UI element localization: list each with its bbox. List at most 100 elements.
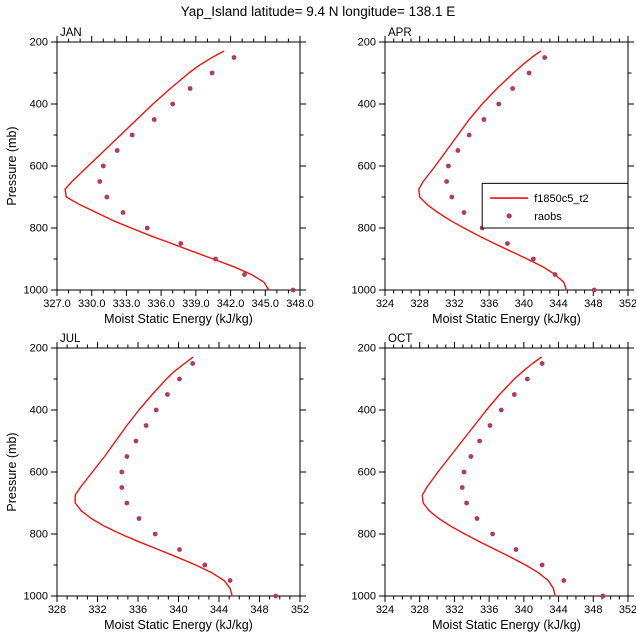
obs-dot [290, 287, 296, 293]
panels-group: 327.0 330.0 333.0 336.0 339.0 342.0 345.0 348.0… [5, 27, 636, 632]
x-tick-label: 332 [445, 604, 463, 616]
x-axis-labels: 328 332 336 340 344 348 352 [48, 604, 309, 616]
obs-dot [119, 469, 125, 475]
x-tick-label: 340 [169, 604, 187, 616]
model-line [74, 356, 233, 597]
y-tick-label: 1000 [24, 285, 48, 297]
model-line [421, 356, 556, 597]
x-axis-labels: 324 328 332 336 340 344 348 352 [376, 604, 636, 616]
y-tick-label: 200 [358, 343, 376, 355]
obs-dots [97, 55, 296, 293]
y-tick-label: 200 [30, 37, 48, 49]
obs-dot [505, 241, 510, 246]
x-tick-label: 348 [584, 298, 602, 310]
model-line [418, 50, 568, 291]
x-tick-label: 339.0 [182, 298, 210, 310]
x-tick-label: 333.0 [113, 298, 141, 310]
y-tick-label: 1000 [24, 591, 48, 603]
obs-dot [153, 407, 159, 413]
x-axis-labels: 324 328 332 336 340 344 348 352 [376, 298, 636, 310]
axis-ticks [379, 36, 634, 296]
x-tick-label: 327.0 [43, 298, 71, 310]
obs-dot [552, 272, 558, 277]
obs-dot [459, 485, 465, 490]
obs-dot [213, 256, 218, 262]
panel-oct: 324 328 332 336 340 344 348 352 200 400 600 800 1000… [352, 333, 636, 632]
obs-dot [177, 376, 182, 382]
obs-dot [242, 272, 247, 277]
legend-label-obs: raobs [534, 211, 562, 223]
obs-dots [459, 361, 606, 599]
panel-label: APR [388, 27, 412, 39]
y-tick-label: 600 [358, 161, 376, 173]
obs-dot [524, 376, 530, 382]
x-tick-label: 344 [549, 298, 567, 310]
obs-dot [152, 531, 158, 537]
panel-jan: 327.0 330.0 333.0 336.0 339.0 342.0 345.0 348.0… [5, 27, 314, 326]
plot-frame [56, 347, 301, 597]
obs-dot [273, 593, 279, 599]
x-tick-label: 352 [619, 604, 636, 616]
x-tick-label: 324 [376, 604, 394, 616]
obs-dot [481, 117, 487, 122]
y-tick-label: 1000 [352, 591, 376, 603]
obs-dot [539, 562, 545, 568]
x-tick-label: 348 [584, 604, 602, 616]
obs-dot [526, 70, 532, 76]
y-tick-label: 800 [358, 223, 376, 235]
obs-dot [100, 163, 106, 169]
obs-dot [124, 500, 130, 506]
obs-dot [187, 86, 193, 91]
x-axis-title: Moist Static Energy (kJ/kg) [104, 312, 253, 326]
y-axis-title: Pressure (mb) [5, 126, 19, 205]
y-tick-label: 400 [358, 405, 376, 417]
obs-dot [202, 562, 208, 568]
obs-dot [539, 361, 545, 366]
x-tick-label: 336 [129, 604, 147, 616]
obs-dot [151, 117, 157, 122]
y-tick-label: 600 [30, 161, 48, 173]
obs-dot [461, 469, 467, 475]
y-tick-label: 800 [30, 529, 48, 541]
x-tick-label: 324 [376, 298, 394, 310]
y-axis-title: Pressure (mb) [5, 432, 19, 511]
panel-label: OCT [388, 333, 412, 345]
obs-dot [542, 55, 548, 60]
obs-dot [455, 148, 461, 153]
obs-dot [170, 101, 176, 107]
x-axis-title: Moist Static Energy (kJ/kg) [104, 618, 253, 632]
model-line [64, 50, 270, 291]
y-tick-label: 800 [30, 223, 48, 235]
x-tick-label: 328 [48, 604, 66, 616]
x-tick-label: 332 [88, 604, 106, 616]
obs-dots [444, 55, 597, 293]
y-tick-label: 200 [30, 343, 48, 355]
obs-dot [119, 485, 125, 490]
obs-dot [591, 287, 597, 293]
axis-ticks [51, 342, 306, 602]
x-axis-title: Moist Static Energy (kJ/kg) [432, 618, 581, 632]
x-tick-label: 328 [411, 298, 429, 310]
obs-dot [513, 547, 519, 552]
obs-dot [114, 148, 120, 153]
obs-dot [231, 55, 237, 60]
panel-jul: 328 332 336 340 344 348 352 200 400 600 800 1000 JUL… [5, 333, 309, 632]
legend-box [481, 182, 629, 229]
y-tick-label: 800 [358, 529, 376, 541]
axis-ticks [51, 36, 306, 296]
obs-dot [120, 210, 126, 215]
y-tick-label: 400 [358, 99, 376, 111]
x-axis-labels: 327.0 330.0 333.0 336.0 339.0 342.0 345.0 348.0 [43, 298, 314, 310]
x-tick-label: 352 [619, 298, 636, 310]
x-tick-label: 340 [515, 604, 533, 616]
panel-label: JUL [60, 333, 81, 345]
x-tick-label: 336 [480, 604, 498, 616]
x-tick-label: 336.0 [147, 298, 175, 310]
obs-dot [477, 438, 482, 444]
x-tick-label: 342.0 [217, 298, 245, 310]
obs-dot [600, 593, 606, 599]
obs-dot [498, 407, 504, 413]
